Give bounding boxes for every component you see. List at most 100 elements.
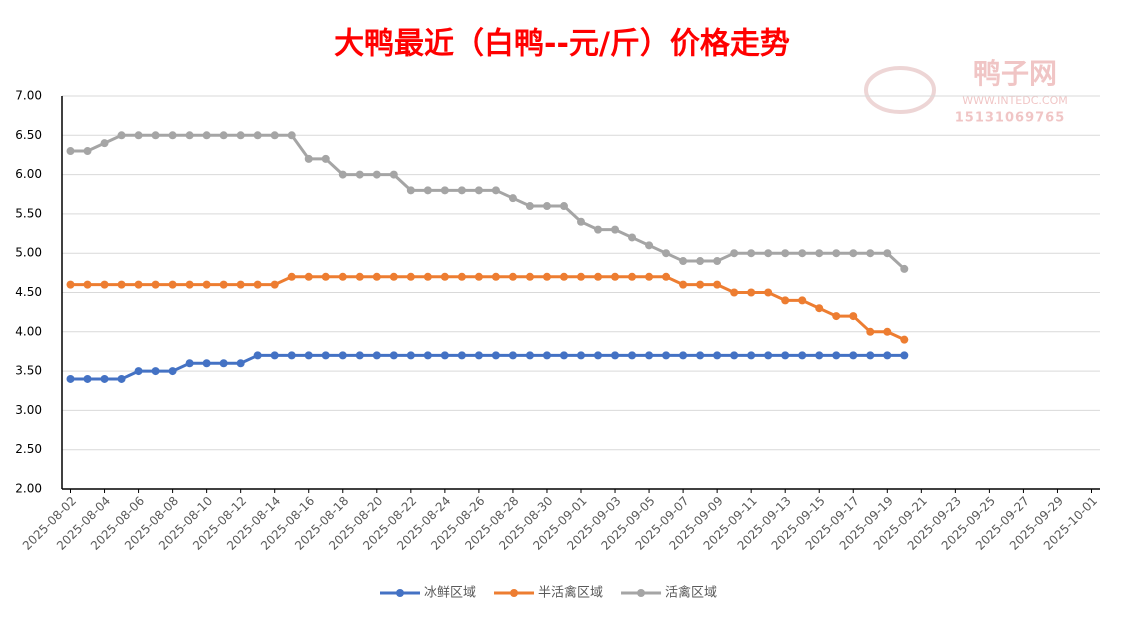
y-tick-label: 6.00 bbox=[15, 167, 42, 181]
data-point bbox=[66, 374, 75, 383]
data-point bbox=[168, 131, 177, 140]
legend-label: 冰鲜区域 bbox=[424, 586, 476, 601]
data-point bbox=[628, 272, 637, 281]
data-point bbox=[321, 272, 330, 281]
data-point bbox=[713, 257, 722, 266]
data-point bbox=[117, 374, 126, 383]
watermark-logo bbox=[864, 66, 936, 114]
y-tick-label: 2.50 bbox=[15, 442, 42, 456]
data-point bbox=[900, 335, 909, 344]
data-point bbox=[406, 351, 415, 360]
data-point bbox=[236, 359, 245, 368]
data-point bbox=[134, 131, 143, 140]
data-point bbox=[696, 280, 705, 289]
data-point bbox=[542, 272, 551, 281]
data-point bbox=[372, 351, 381, 360]
data-point bbox=[559, 202, 568, 211]
data-point bbox=[491, 186, 500, 195]
data-point bbox=[645, 272, 654, 281]
data-point bbox=[253, 280, 262, 289]
data-point bbox=[815, 351, 824, 360]
data-point bbox=[66, 280, 75, 289]
data-point bbox=[287, 272, 296, 281]
data-point bbox=[849, 312, 858, 321]
data-point bbox=[525, 272, 534, 281]
data-point bbox=[168, 280, 177, 289]
data-point bbox=[338, 351, 347, 360]
data-point bbox=[423, 272, 432, 281]
data-point bbox=[525, 351, 534, 360]
data-point bbox=[696, 351, 705, 360]
data-point bbox=[151, 280, 160, 289]
data-point bbox=[491, 351, 500, 360]
data-point bbox=[117, 280, 126, 289]
data-point bbox=[747, 288, 756, 297]
series-line bbox=[70, 133, 906, 271]
data-point bbox=[764, 288, 773, 297]
data-point bbox=[645, 351, 654, 360]
data-point bbox=[355, 170, 364, 179]
data-point bbox=[355, 272, 364, 281]
data-point bbox=[440, 351, 449, 360]
data-point bbox=[679, 351, 688, 360]
data-point bbox=[202, 280, 211, 289]
legend-marker bbox=[396, 589, 404, 597]
data-point bbox=[713, 280, 722, 289]
data-point bbox=[559, 351, 568, 360]
data-point bbox=[270, 131, 279, 140]
data-point bbox=[151, 367, 160, 376]
data-point bbox=[628, 233, 637, 242]
data-point bbox=[577, 217, 585, 226]
y-tick-label: 4.00 bbox=[15, 324, 42, 338]
data-point bbox=[100, 374, 109, 383]
data-point bbox=[440, 272, 449, 281]
data-point bbox=[662, 249, 671, 258]
data-point bbox=[168, 367, 177, 376]
data-point bbox=[100, 139, 109, 148]
data-point bbox=[883, 351, 892, 360]
data-point bbox=[338, 170, 347, 179]
data-point bbox=[134, 367, 143, 376]
data-point bbox=[117, 131, 126, 140]
y-tick-label: 4.50 bbox=[15, 285, 42, 299]
data-point bbox=[679, 280, 688, 289]
y-tick-label: 3.50 bbox=[15, 364, 42, 378]
legend-label: 半活禽区域 bbox=[538, 585, 603, 601]
chart-title: 大鸭最近（白鸭--元/斤）价格走势 bbox=[334, 27, 790, 62]
y-tick-label: 7.00 bbox=[15, 89, 42, 103]
data-point bbox=[525, 202, 534, 211]
data-point bbox=[611, 351, 620, 360]
data-point bbox=[202, 131, 211, 140]
data-point bbox=[628, 351, 637, 360]
data-point bbox=[355, 351, 364, 360]
data-point bbox=[457, 186, 466, 195]
data-point bbox=[134, 280, 143, 289]
data-point bbox=[389, 351, 398, 360]
data-point bbox=[304, 351, 313, 360]
data-point bbox=[594, 225, 603, 234]
data-point bbox=[542, 202, 551, 211]
data-point bbox=[611, 225, 620, 234]
data-point bbox=[764, 249, 773, 258]
legend: 冰鲜区域 半活禽区域 活禽区域 bbox=[380, 585, 717, 601]
data-point bbox=[883, 327, 892, 336]
data-point bbox=[832, 351, 841, 360]
y-tick-label: 5.50 bbox=[15, 206, 42, 220]
data-point bbox=[304, 154, 313, 163]
data-point bbox=[202, 359, 211, 368]
data-point bbox=[559, 272, 568, 281]
data-point bbox=[730, 351, 739, 360]
data-point bbox=[798, 249, 807, 258]
data-point bbox=[679, 257, 688, 266]
data-point bbox=[185, 131, 194, 140]
data-point bbox=[508, 351, 517, 360]
data-point bbox=[321, 154, 330, 163]
data-point bbox=[832, 249, 841, 258]
data-point bbox=[372, 272, 381, 281]
data-point bbox=[866, 327, 875, 336]
data-point bbox=[304, 272, 313, 281]
data-point bbox=[185, 280, 194, 289]
data-point bbox=[83, 280, 92, 289]
data-point bbox=[270, 351, 279, 360]
